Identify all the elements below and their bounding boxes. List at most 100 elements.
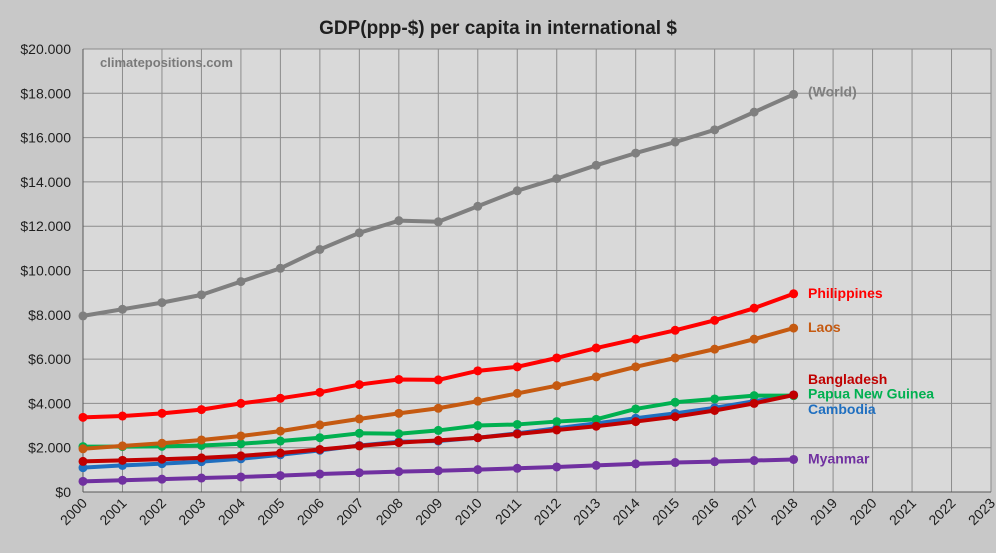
data-point (552, 174, 562, 184)
data-point (512, 429, 522, 439)
x-tick-label: 2010 (452, 495, 485, 528)
data-point (631, 334, 641, 344)
x-tick-label: 2014 (609, 495, 642, 528)
data-point (315, 387, 325, 397)
chart-title: GDP(ppp-$) per capita in international $ (319, 18, 677, 39)
data-point (670, 353, 680, 363)
data-point (315, 420, 325, 430)
data-point (236, 439, 246, 449)
data-point (236, 431, 246, 441)
data-point (78, 463, 88, 473)
data-point (789, 454, 799, 464)
x-tick-label: 2017 (728, 495, 761, 528)
data-point (512, 186, 522, 196)
data-point (710, 394, 720, 404)
x-tick-label: 2021 (886, 495, 919, 528)
x-tick-label: 2018 (767, 495, 800, 528)
series-end-label: Papua New Guinea (808, 386, 934, 402)
x-tick-label: 2005 (254, 495, 287, 528)
series-end-label: Bangladesh (808, 371, 887, 387)
data-point (78, 444, 88, 454)
data-point (275, 436, 285, 446)
x-tick-label: 2022 (925, 495, 958, 528)
data-point (354, 414, 364, 424)
data-point (117, 475, 127, 485)
data-point (236, 398, 246, 408)
data-point (591, 160, 601, 170)
data-point (710, 344, 720, 354)
y-tick-label: $8.000 (28, 307, 71, 323)
x-tick-label: 2016 (688, 495, 721, 528)
data-point (670, 397, 680, 407)
series-world (78, 89, 799, 321)
data-point (354, 441, 364, 451)
data-point (749, 391, 759, 401)
data-point (552, 381, 562, 391)
y-tick-label: $4.000 (28, 395, 71, 411)
data-point (710, 457, 720, 467)
x-tick-label: 2002 (136, 495, 169, 528)
data-point (512, 362, 522, 372)
data-point (473, 201, 483, 211)
data-point (315, 244, 325, 254)
series-end-label: (World) (808, 83, 857, 99)
data-point (749, 334, 759, 344)
data-point (710, 125, 720, 135)
data-point (670, 458, 680, 468)
data-point (157, 298, 167, 308)
series-end-label: Philippines (808, 285, 883, 301)
data-point (78, 476, 88, 486)
data-point (433, 217, 443, 227)
y-tick-label: $2.000 (28, 440, 71, 456)
x-tick-label: 2013 (570, 495, 603, 528)
data-point (749, 398, 759, 408)
x-tick-label: 2004 (215, 495, 248, 528)
data-point (552, 417, 562, 427)
x-tick-label: 2011 (492, 495, 525, 528)
data-point (512, 388, 522, 398)
x-tick-label: 2007 (333, 495, 366, 528)
data-point (354, 380, 364, 390)
series-myanmar (78, 454, 799, 486)
data-point (117, 304, 127, 314)
y-tick-label: $12.000 (20, 218, 71, 234)
data-point (789, 289, 799, 299)
data-point (196, 473, 206, 483)
x-tick-label: 2015 (649, 495, 682, 528)
data-point (631, 148, 641, 158)
data-point (473, 465, 483, 475)
data-point (552, 353, 562, 363)
data-point (117, 411, 127, 421)
data-point (275, 393, 285, 403)
x-tick-label: 2009 (412, 495, 445, 528)
data-point (196, 405, 206, 415)
data-point (591, 460, 601, 470)
data-point (552, 425, 562, 435)
x-tick-label: 2023 (965, 495, 996, 528)
data-point (354, 468, 364, 478)
data-point (710, 315, 720, 325)
data-point (117, 441, 127, 451)
data-point (157, 454, 167, 464)
data-point (512, 419, 522, 429)
data-point (710, 405, 720, 415)
data-point (749, 456, 759, 466)
data-point (196, 290, 206, 300)
data-point (394, 374, 404, 384)
data-point (591, 372, 601, 382)
data-point (591, 414, 601, 424)
data-point (354, 428, 364, 438)
data-point (670, 325, 680, 335)
data-point (354, 228, 364, 238)
data-point (236, 451, 246, 461)
data-point (473, 366, 483, 376)
data-point (789, 89, 799, 99)
data-point (433, 403, 443, 413)
x-tick-label: 2001 (96, 495, 129, 528)
data-point (78, 311, 88, 321)
data-point (275, 426, 285, 436)
data-point (473, 421, 483, 431)
data-point (236, 472, 246, 482)
